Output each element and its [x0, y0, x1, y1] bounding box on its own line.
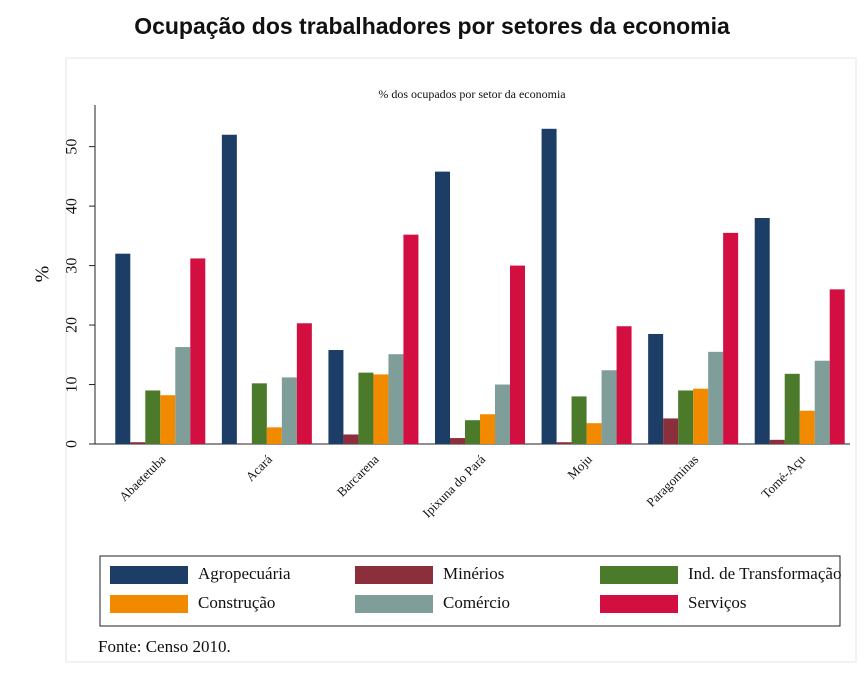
bar — [296, 323, 312, 444]
bar — [175, 347, 191, 444]
bar — [343, 434, 359, 444]
x-tick-label: Abaetetuba — [116, 451, 169, 504]
bar — [495, 384, 510, 444]
bar — [281, 377, 297, 444]
bar — [388, 354, 404, 444]
legend-label: Comércio — [443, 593, 510, 612]
bar — [328, 350, 344, 444]
y-tick-label: 10 — [64, 377, 81, 393]
bar — [266, 427, 282, 444]
bar — [145, 390, 161, 444]
bar — [799, 410, 815, 444]
y-tick-label: 50 — [64, 139, 81, 155]
bar — [693, 388, 709, 444]
bar — [115, 253, 131, 444]
bar — [586, 423, 602, 444]
y-axis-label: % — [32, 266, 54, 283]
legend-swatch — [600, 566, 678, 584]
legend-swatch — [600, 595, 678, 613]
bar — [541, 128, 557, 444]
legend-label: Minérios — [443, 564, 504, 583]
bar — [251, 383, 267, 444]
bar — [571, 396, 587, 444]
x-tick-label: Ipixuna do Pará — [419, 451, 488, 520]
bar — [829, 289, 845, 444]
bar — [601, 370, 617, 444]
bar — [435, 171, 450, 444]
bar — [403, 234, 419, 444]
bar — [221, 134, 237, 444]
source-note: Fonte: Censo 2010. — [98, 637, 231, 656]
bar — [480, 414, 495, 444]
bar — [678, 390, 694, 444]
frame — [65, 57, 857, 663]
legend-label: Ind. de Transformação — [688, 564, 841, 583]
bar — [616, 326, 632, 444]
bar — [769, 439, 785, 444]
legend-label: Agropecuária — [198, 564, 291, 583]
bar — [358, 372, 374, 444]
bar — [708, 351, 724, 444]
bar — [160, 395, 176, 444]
bar — [556, 442, 572, 444]
bar — [373, 374, 389, 444]
bar — [450, 438, 465, 444]
legend — [99, 555, 841, 627]
legend-swatch — [110, 566, 188, 584]
bar — [723, 232, 739, 444]
bar — [784, 373, 800, 444]
legend-label: Construção — [198, 593, 275, 612]
x-tick-label: Barcarena — [334, 451, 382, 499]
bar — [754, 218, 770, 444]
x-tick-label: Paragominas — [643, 452, 701, 510]
bar — [648, 333, 664, 444]
bar — [236, 443, 252, 444]
y-tick-label: 0 — [64, 440, 81, 448]
y-tick-label: 20 — [64, 317, 81, 333]
bar — [130, 442, 146, 444]
bar — [663, 418, 679, 444]
legend-label: Serviços — [688, 593, 747, 612]
chart-title: Ocupação dos trabalhadores por setores d… — [134, 13, 730, 39]
x-tick-label: Moju — [564, 451, 595, 482]
x-tick-label: Acará — [243, 451, 276, 484]
x-tick-label: Tomé-Açu — [758, 451, 808, 501]
bar — [190, 258, 206, 444]
y-tick-label: 30 — [64, 258, 81, 274]
y-tick-label: 40 — [64, 198, 81, 214]
legend-swatch — [355, 595, 433, 613]
bar — [814, 360, 830, 444]
legend-swatch — [110, 595, 188, 613]
legend-swatch — [355, 566, 433, 584]
chart-subtitle: % dos ocupados por setor da economia — [378, 87, 566, 101]
bar — [465, 420, 480, 444]
bar — [510, 265, 525, 444]
